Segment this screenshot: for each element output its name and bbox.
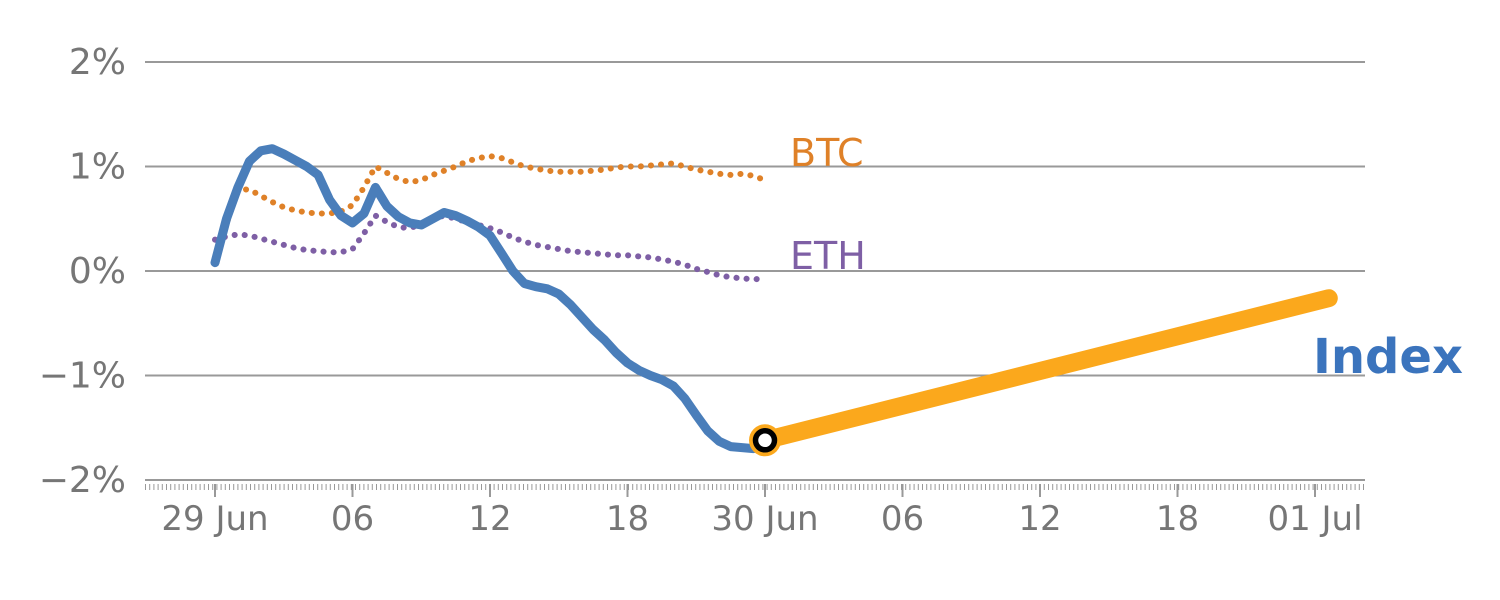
series-index-forecast-line [756,289,1338,450]
series-eth-line [212,212,768,283]
y-tick-label-1-: 1% [69,147,126,188]
y-tick-label--2-: −2% [39,460,126,501]
x-tick-label-12: 12 [1018,499,1061,539]
series-index-line [210,144,770,454]
series-btc-line [212,153,768,262]
x-tick-label-12: 12 [468,499,511,539]
series-label-index: Index [1313,329,1463,385]
y-tick-label-2-: 2% [69,42,126,83]
current-point-marker [752,428,778,453]
y-tick-label-0-: 0% [69,251,126,292]
x-tick-label-18: 18 [1156,499,1199,539]
x-tick-label-06: 06 [331,499,374,539]
x-tick-label-18: 18 [606,499,649,539]
series-label-btc: BTC [790,131,864,175]
x-tick-label-06: 06 [881,499,924,539]
x-tick-label-30-jun: 30 Jun [711,499,818,539]
series-label-eth: ETH [790,234,866,278]
y-tick-label--1-: −1% [39,356,126,397]
x-tick-label-29-jun: 29 Jun [161,499,268,539]
x-tick-label-01-jul: 01 Jul [1267,499,1362,539]
